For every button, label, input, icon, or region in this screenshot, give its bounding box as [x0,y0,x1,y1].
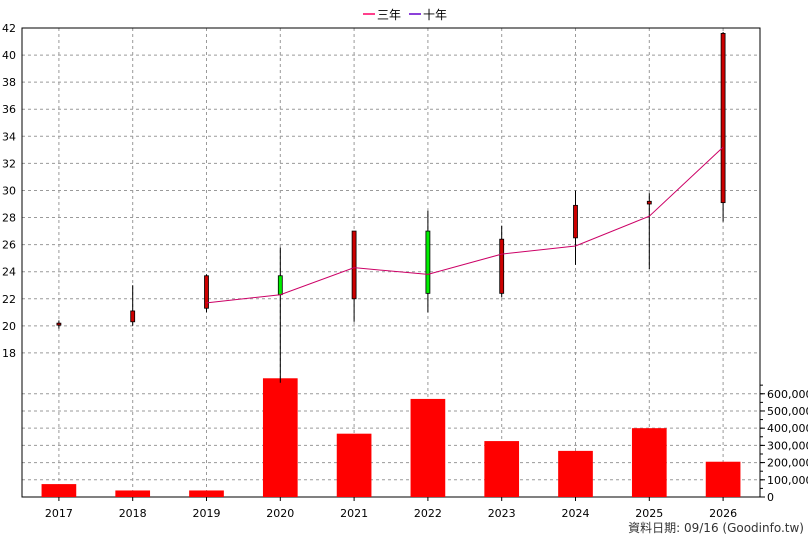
volume-tick-label: 600,000 [767,388,808,401]
volume-bar [631,428,667,497]
y-tick-label: 28 [2,212,16,225]
y-tick-label: 22 [2,293,16,306]
candle-layer [56,32,726,383]
volume-tick-label: 200,000 [767,457,808,470]
y-tick-label: 40 [2,49,16,62]
y-tick-label: 34 [2,130,16,143]
candle-body [425,230,431,294]
volume-bar [115,490,151,497]
volume-bar [558,450,593,497]
y-tick-label: 20 [2,320,16,333]
y-tick-label: 24 [2,266,16,279]
volume-bar [705,461,741,497]
y-tick-label: 32 [2,157,16,170]
volume-bar [336,433,372,497]
x-tick-label: 2024 [562,507,590,520]
candle-body [130,310,136,323]
candle-body [573,204,578,239]
volume-tick-label: 100,000 [767,474,808,487]
candle-body [56,322,62,326]
legend: 三年 十年 [363,8,447,22]
volume-tick-label: 400,000 [767,422,808,435]
y-tick-label: 26 [2,239,16,252]
candle-body [720,33,726,204]
volume-bar [410,398,446,497]
volume-tick-label: 300,000 [767,439,808,452]
candle-body [204,275,209,309]
x-tick-label: 2018 [119,507,147,520]
x-tick-label: 2026 [709,507,737,520]
y-tick-label: 36 [2,103,16,116]
candle-body [351,230,357,300]
candle-body [277,275,283,296]
y-tick-label: 30 [2,184,16,197]
legend-label: 三年 [377,8,401,22]
line-series-3y [206,146,724,304]
volume-bar [41,484,77,497]
y-tick-label: 18 [2,347,16,360]
volume-bar [262,378,298,497]
legend-label: 十年 [423,8,447,22]
candle-body [499,238,505,294]
volume-bar [189,490,224,497]
y-tick-label: 42 [2,22,16,35]
x-tick-label: 2022 [414,507,442,520]
label-layer: 182022242628303234363840420100,000200,00… [2,22,808,520]
x-tick-label: 2019 [193,507,221,520]
line-layer [206,146,724,304]
y-tick-label: 38 [2,76,16,89]
source-note: 資料日期: 09/16 (Goodinfo.tw) [628,521,804,535]
volume-tick-label: 0 [767,491,774,504]
x-tick-label: 2025 [635,507,663,520]
x-tick-label: 2017 [45,507,73,520]
axes-layer [21,27,765,501]
x-tick-label: 2023 [488,507,516,520]
plot-frame [21,27,761,498]
x-tick-label: 2020 [266,507,294,520]
candle-body [646,200,652,205]
volume-layer [41,378,741,497]
volume-tick-label: 500,000 [767,405,808,418]
volume-bar [484,441,520,497]
x-tick-label: 2021 [340,507,368,520]
